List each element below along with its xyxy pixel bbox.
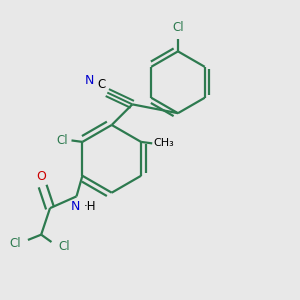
Text: Cl: Cl — [172, 21, 184, 34]
Text: Cl: Cl — [59, 240, 70, 253]
Text: N: N — [85, 74, 94, 87]
Text: O: O — [37, 170, 46, 183]
Text: Cl: Cl — [56, 134, 68, 147]
Text: C: C — [98, 78, 106, 91]
Text: ·H: ·H — [84, 200, 96, 213]
Text: Cl: Cl — [9, 237, 21, 250]
Text: N: N — [70, 200, 80, 213]
Text: CH₃: CH₃ — [154, 138, 175, 148]
